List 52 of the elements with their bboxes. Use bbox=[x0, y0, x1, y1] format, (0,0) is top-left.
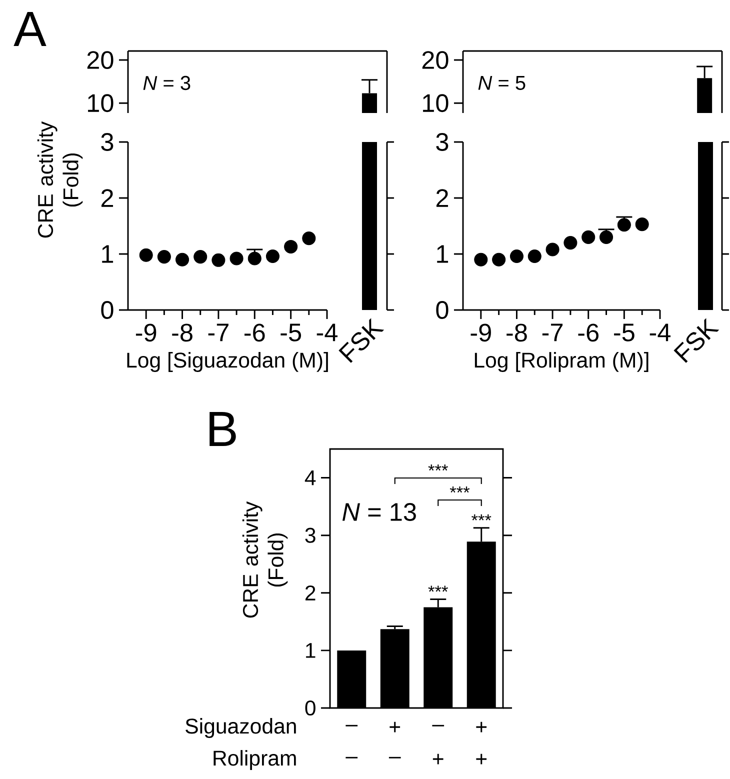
x-axis-title: Log [Siguazodan (M)] bbox=[127, 352, 328, 372]
annotation: *** bbox=[450, 486, 470, 493]
y-tick-label: 10 bbox=[88, 94, 114, 112]
x-tick-label: -9 bbox=[470, 324, 491, 342]
x-tick-label: -7 bbox=[208, 324, 228, 342]
y-tick-label: 0 bbox=[101, 301, 114, 319]
y-tick-label: 10 bbox=[423, 94, 448, 112]
y-tick-label: 2 bbox=[436, 189, 448, 207]
y-tick-label: 1 bbox=[437, 245, 448, 263]
y-axis-title: CRE activity (Fold) bbox=[242, 501, 288, 618]
y-tick-label: 3 bbox=[305, 528, 316, 543]
x-tick-label: -9 bbox=[136, 324, 156, 342]
x-tick-label: -6 bbox=[578, 324, 598, 342]
y-tick-label: 4 bbox=[304, 470, 316, 486]
chart-title: A bbox=[14, 12, 46, 46]
x-tick-label: -7 bbox=[542, 324, 563, 342]
x-tick-label: -6 bbox=[244, 324, 265, 342]
annotation: N = 3 bbox=[143, 76, 190, 90]
annotation: N = 5 bbox=[478, 76, 526, 90]
y-tick-label: 20 bbox=[87, 51, 114, 70]
text: – bbox=[346, 724, 358, 726]
y-tick-label: 3 bbox=[436, 133, 448, 151]
y-tick-label: 3 bbox=[101, 133, 114, 151]
x-axis-title: Log [Rolipram (M)] bbox=[474, 352, 648, 372]
chart-title: B bbox=[210, 412, 236, 446]
x-tick-label: -4 bbox=[316, 324, 338, 342]
text: + bbox=[476, 722, 487, 732]
text: – bbox=[388, 756, 401, 758]
x-tick-label: -8 bbox=[172, 324, 192, 342]
text: + bbox=[432, 754, 444, 764]
annotation: *** bbox=[472, 514, 492, 520]
text: Rolipram bbox=[214, 750, 296, 770]
y-tick-label: 2 bbox=[101, 189, 114, 207]
x-tick-label: -5 bbox=[280, 324, 302, 342]
text: – bbox=[346, 756, 358, 758]
annotation: *** bbox=[428, 586, 448, 592]
x-tick-label: -4 bbox=[650, 324, 671, 342]
text: + bbox=[390, 722, 400, 732]
text: + bbox=[476, 754, 487, 764]
text: Siguazodan bbox=[186, 718, 296, 738]
y-tick-label: 2 bbox=[305, 585, 316, 600]
y-tick-label: 0 bbox=[436, 301, 448, 319]
x-tick-label: -8 bbox=[506, 324, 527, 342]
y-tick-label: 20 bbox=[422, 51, 448, 70]
y-tick-label: 0 bbox=[305, 700, 316, 716]
x-tick-label: -5 bbox=[614, 324, 634, 342]
y-axis-title: CRE activity (Fold) bbox=[37, 121, 83, 238]
y-tick-label: 1 bbox=[102, 245, 114, 263]
annotation: *** bbox=[428, 464, 448, 471]
annotation: N = 13 bbox=[342, 503, 416, 521]
text: – bbox=[432, 724, 444, 726]
y-tick-label: 1 bbox=[306, 643, 316, 658]
